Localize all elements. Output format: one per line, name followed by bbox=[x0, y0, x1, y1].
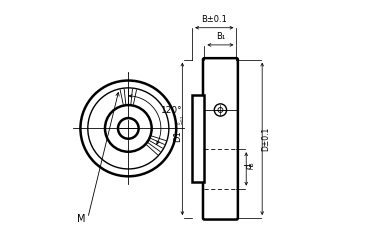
FancyBboxPatch shape bbox=[203, 58, 238, 220]
Bar bbox=[192, 95, 204, 183]
Text: d: d bbox=[245, 164, 254, 169]
Text: H8: H8 bbox=[249, 162, 254, 169]
Text: $^{0}_{-0.2}$: $^{0}_{-0.2}$ bbox=[176, 114, 187, 125]
Text: B₁: B₁ bbox=[216, 32, 225, 41]
Text: D±0.1: D±0.1 bbox=[261, 127, 270, 151]
Text: M: M bbox=[77, 214, 86, 224]
Text: 120°: 120° bbox=[161, 106, 182, 115]
Text: B±0.1: B±0.1 bbox=[201, 15, 227, 24]
Text: D1: D1 bbox=[173, 130, 182, 142]
